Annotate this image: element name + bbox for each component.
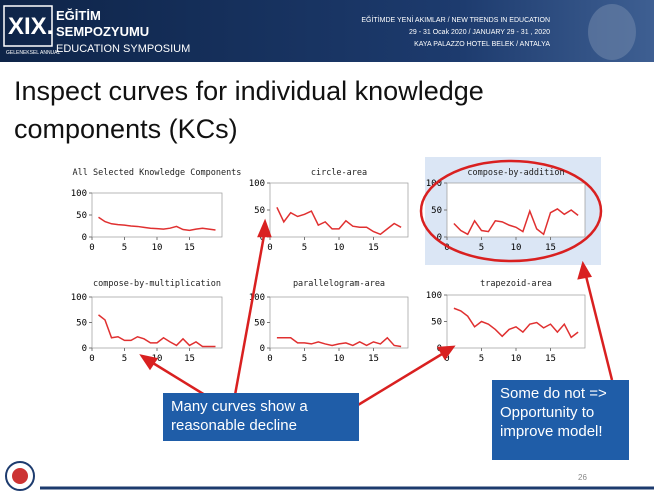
x-tick-label: 0: [89, 354, 94, 364]
arrowhead: [142, 356, 156, 368]
y-tick-label: 50: [431, 206, 442, 216]
header-info: 29 - 31 Ocak 2020 / JANUARY 29 - 31 , 20…: [409, 29, 550, 36]
y-tick-label: 0: [260, 344, 265, 354]
x-tick-label: 5: [122, 354, 127, 364]
x-tick-label: 0: [267, 243, 272, 253]
y-tick-label: 100: [71, 189, 87, 199]
arrowhead: [579, 264, 590, 278]
x-tick-label: 5: [479, 243, 484, 253]
logo-name: EDUCATION SYMPOSIUM: [56, 43, 190, 55]
callout: Some do not => Opportunity to improve mo…: [492, 380, 629, 460]
arrow: [235, 230, 265, 395]
x-tick-label: 15: [545, 243, 556, 253]
header-info: EĞİTİMDE YENİ AKIMLAR / NEW TRENDS IN ED…: [361, 15, 550, 24]
x-tick-label: 15: [545, 354, 556, 364]
plot-frame: [92, 193, 222, 237]
arrowhead: [259, 222, 270, 236]
slide: XIX. GELENEKSEL ANNUAL EĞİTİM SEMPOZYUMU…: [0, 0, 654, 494]
x-tick-label: 10: [334, 354, 345, 364]
x-tick-label: 0: [89, 243, 94, 253]
x-tick-label: 15: [184, 243, 195, 253]
chart-title: circle-area: [250, 168, 428, 179]
chart-title: All Selected Knowledge Components: [72, 168, 242, 179]
logo-name: EĞİTİM: [56, 8, 101, 23]
y-tick-label: 100: [71, 293, 87, 303]
arrow: [148, 360, 205, 395]
plot-frame: [92, 297, 222, 348]
y-tick-label: 50: [76, 319, 87, 329]
page-number: 26: [578, 473, 587, 482]
x-tick-label: 10: [511, 243, 522, 253]
logo-side: GELENEKSEL ANNUAL: [6, 50, 61, 56]
x-tick-label: 10: [152, 243, 163, 253]
plot-frame: [447, 295, 585, 348]
callout: Many curves show a reasonable decline: [163, 393, 359, 441]
chart-title: compose-by-multiplication: [72, 279, 242, 290]
y-tick-label: 50: [254, 319, 265, 329]
footer-logo: [12, 468, 28, 484]
plot-frame: [447, 183, 585, 237]
y-tick-label: 50: [76, 211, 87, 221]
x-tick-label: 5: [302, 354, 307, 364]
plot-frame: [270, 297, 408, 348]
header-info: KAYA PALAZZO HOTEL BELEK / ANTALYA: [414, 41, 550, 48]
slide-title: components (KCs): [14, 110, 238, 148]
y-tick-label: 50: [431, 318, 442, 328]
chart-title: parallelogram-area: [250, 279, 428, 290]
y-tick-label: 100: [426, 291, 442, 301]
chart-title: compose-by-addition: [427, 168, 605, 179]
arrowhead: [439, 347, 453, 358]
header-portrait: [588, 4, 636, 60]
x-tick-label: 10: [334, 243, 345, 253]
y-tick-label: 100: [249, 179, 265, 189]
x-tick-label: 5: [122, 243, 127, 253]
logo-name: SEMPOZYUMU: [56, 24, 149, 39]
y-tick-label: 50: [254, 206, 265, 216]
slide-title: Inspect curves for individual knowledge: [14, 72, 484, 110]
x-tick-label: 15: [184, 354, 195, 364]
x-tick-label: 10: [511, 354, 522, 364]
logo-number: XIX.: [8, 13, 53, 40]
x-tick-label: 15: [368, 243, 379, 253]
x-tick-label: 5: [302, 243, 307, 253]
chart-title: trapezoid-area: [427, 279, 605, 290]
x-tick-label: 15: [368, 354, 379, 364]
x-tick-label: 5: [479, 354, 484, 364]
y-tick-label: 0: [82, 233, 87, 243]
x-tick-label: 0: [267, 354, 272, 364]
y-tick-label: 0: [82, 344, 87, 354]
